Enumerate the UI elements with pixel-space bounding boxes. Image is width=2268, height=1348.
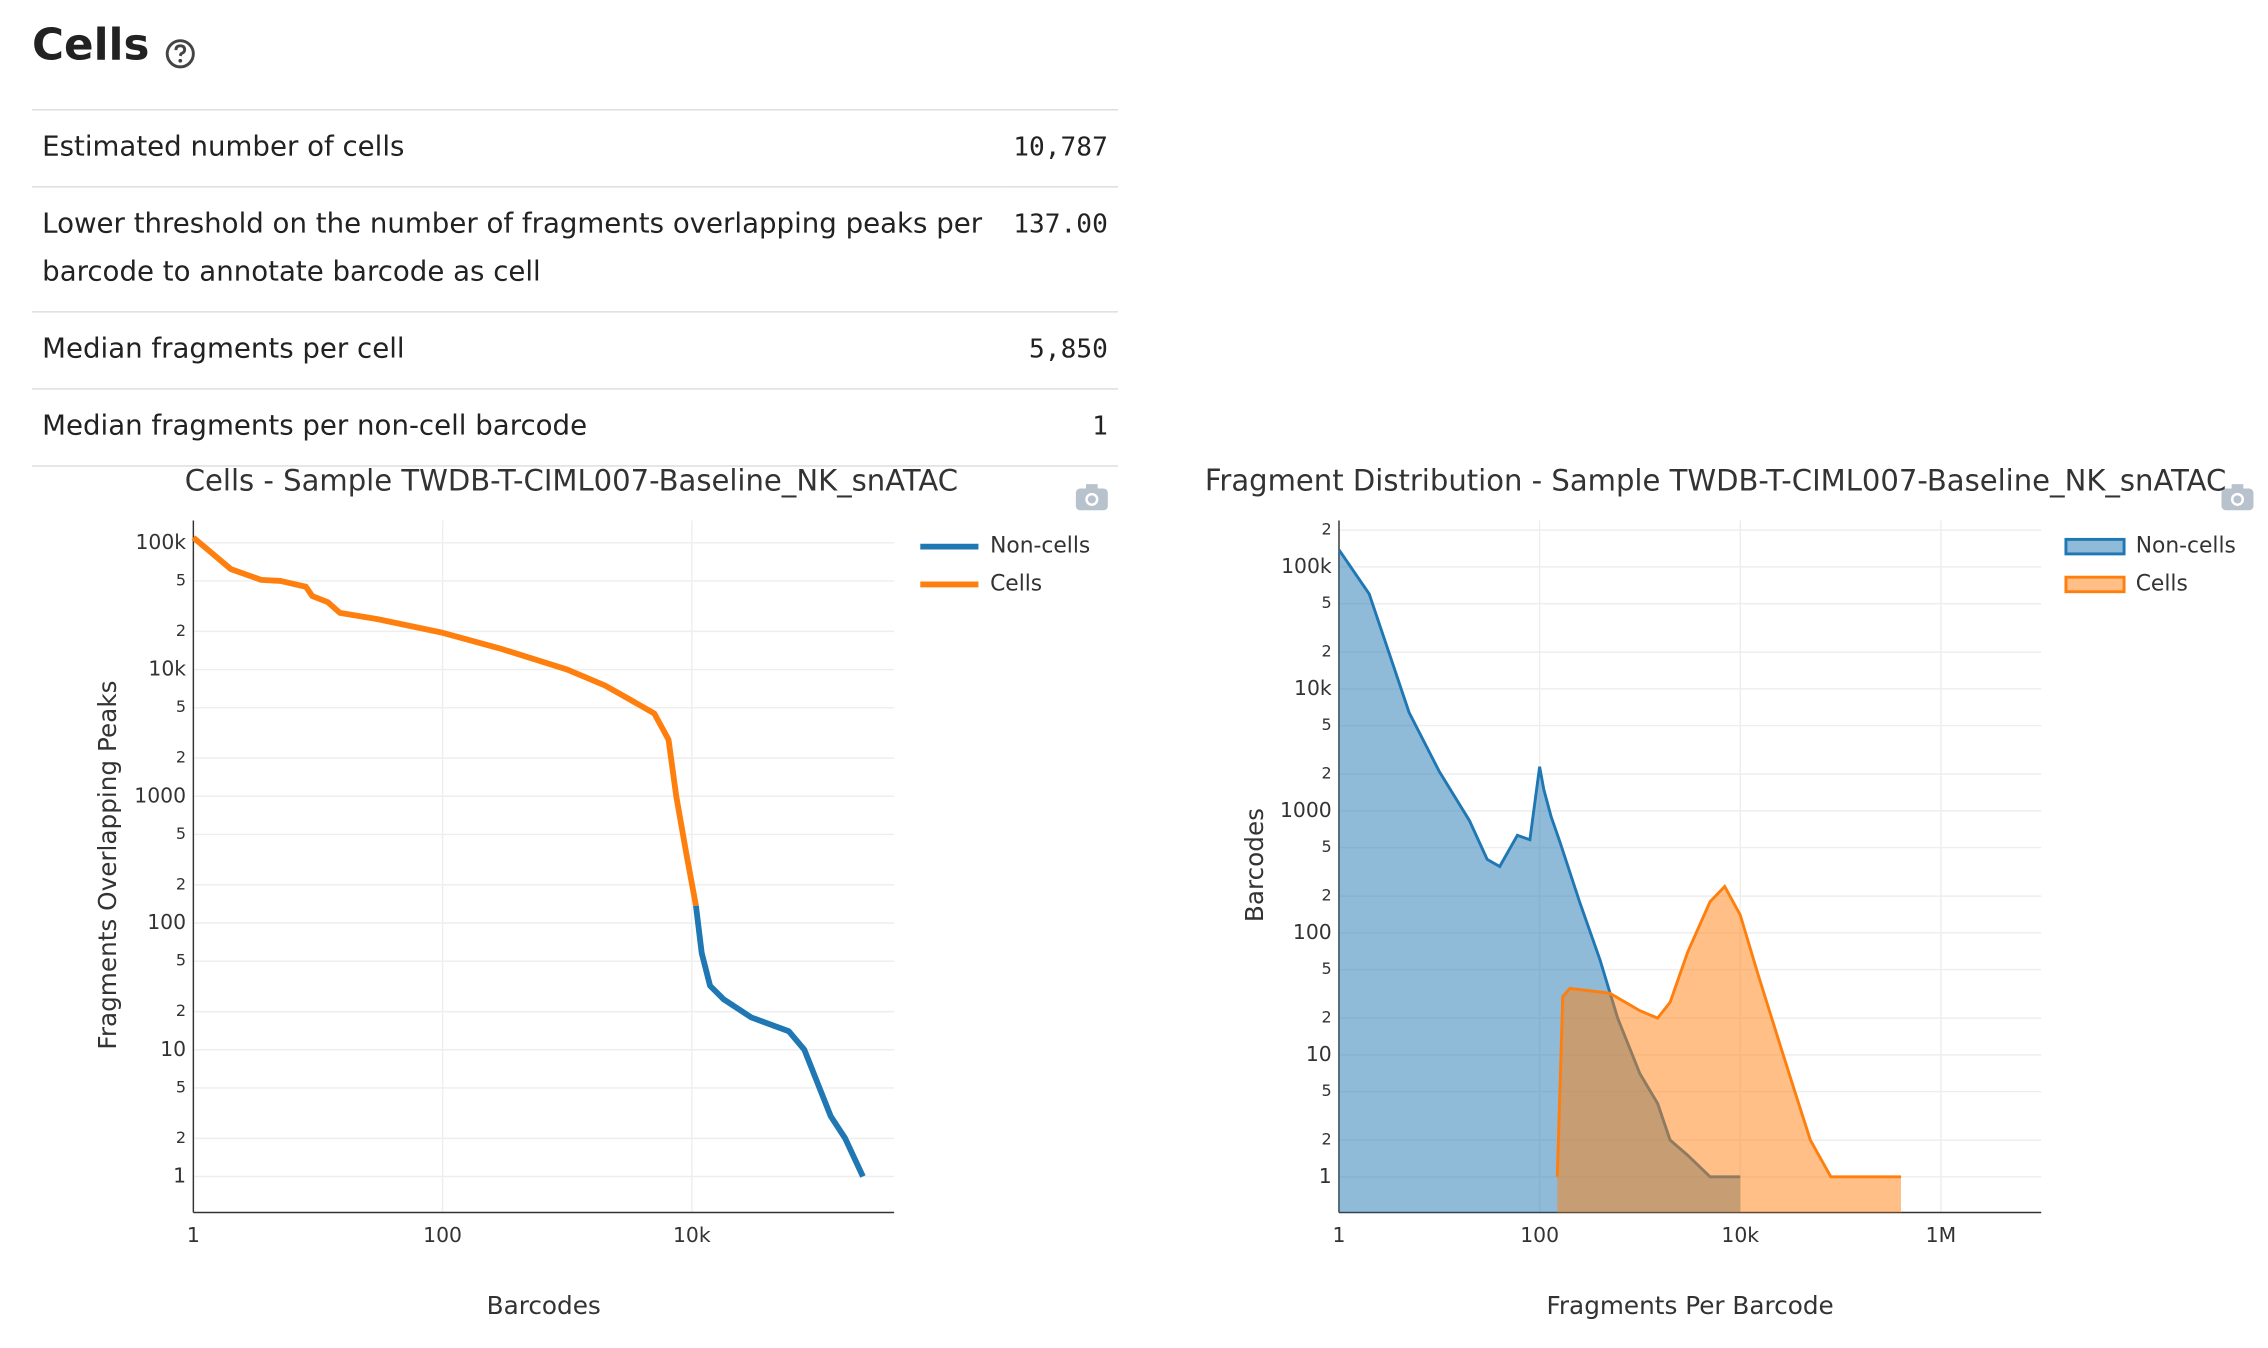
metric-value: 1 <box>1003 388 1119 467</box>
x-tick-label: 10k <box>1721 1223 1759 1247</box>
camera-icon[interactable] <box>1075 484 1108 511</box>
metric-label: Median fragments per cell <box>31 311 1004 390</box>
y-tick-label: 5 <box>1322 1081 1332 1100</box>
y-axis-title: Fragments Overlapping Peaks <box>93 681 122 1050</box>
y-tick-label: 10k <box>148 657 186 681</box>
y-tick-label: 2 <box>1322 642 1332 661</box>
x-tick-label: 100 <box>1520 1223 1559 1247</box>
help-icon[interactable] <box>164 38 196 70</box>
y-tick-label: 2 <box>1322 764 1332 783</box>
x-axis-title: Fragments Per Barcode <box>1546 1291 1833 1320</box>
metric-label: Median fragments per non-cell barcode <box>31 388 1004 467</box>
y-tick-label: 2 <box>1322 886 1332 905</box>
area-fill <box>1338 549 1741 1213</box>
legend-label: Cells <box>2136 571 2188 596</box>
metric-label: Lower threshold on the number of fragmen… <box>31 186 1004 313</box>
x-tick-label: 1 <box>1333 1223 1346 1247</box>
y-tick-label: 1000 <box>134 783 186 807</box>
chart-title: Fragment Distribution - Sample TWDB-T-CI… <box>1205 464 2226 498</box>
chart: Fragment Distribution - Sample TWDB-T-CI… <box>1205 464 2236 1320</box>
y-tick-label: 2 <box>176 621 186 640</box>
y-tick-label: 2 <box>1322 1008 1332 1027</box>
metric-value: 5,850 <box>1003 311 1119 390</box>
metric-label: Estimated number of cells <box>31 109 1004 188</box>
camera-icon[interactable] <box>2221 484 2254 511</box>
table-row: Estimated number of cells 10,787 <box>31 109 1119 188</box>
chart-title: Cells - Sample TWDB-T-CIML007-Baseline_N… <box>185 464 958 498</box>
y-tick-label: 2 <box>176 1001 186 1020</box>
x-tick-label: 10k <box>673 1223 711 1247</box>
y-tick-label: 10 <box>1306 1042 1332 1066</box>
x-axis-title: Barcodes <box>487 1291 601 1320</box>
table-row: Lower threshold on the number of fragmen… <box>31 186 1119 313</box>
table-row: Median fragments per cell 5,850 <box>31 311 1119 390</box>
y-tick-label: 100 <box>1293 920 1332 944</box>
legend-label: Non-cells <box>2136 534 2236 559</box>
y-tick-label: 5 <box>176 1077 186 1096</box>
y-tick-label: 10 <box>160 1037 186 1061</box>
y-tick-label: 5 <box>1322 837 1332 856</box>
chart: Cells - Sample TWDB-T-CIML007-Baseline_N… <box>93 464 1090 1320</box>
legend-swatch <box>2064 537 2126 556</box>
y-tick-label: 10k <box>1294 676 1332 700</box>
legend-label: Non-cells <box>990 534 1090 559</box>
y-tick-label: 5 <box>1322 959 1332 978</box>
y-tick-label: 2 <box>1322 1130 1332 1149</box>
series-line <box>191 535 699 907</box>
x-tick-label: 1 <box>187 1223 200 1247</box>
y-tick-label: 1000 <box>1280 798 1332 822</box>
legend-label: Cells <box>990 571 1042 596</box>
y-axis-title: Barcodes <box>1240 808 1269 922</box>
y-tick-label: 5 <box>1322 715 1332 734</box>
y-tick-label: 2 <box>176 748 186 767</box>
y-tick-label: 100k <box>1281 554 1332 578</box>
y-tick-label: 100k <box>135 530 186 554</box>
section-title: Cells <box>31 20 150 72</box>
y-tick-label: 5 <box>176 951 186 970</box>
table-row: Median fragments per non-cell barcode 1 <box>31 388 1119 467</box>
metrics-table: Estimated number of cells 10,787 Lower thr… <box>31 109 1119 467</box>
y-tick-label: 2 <box>176 1128 186 1147</box>
y-tick-label: 100 <box>147 910 186 934</box>
y-tick-label: 5 <box>1322 593 1332 612</box>
area-fill <box>1557 886 1901 1213</box>
x-tick-label: 1M <box>1926 1223 1957 1247</box>
legend-swatch <box>2064 575 2126 594</box>
y-tick-label: 1 <box>1319 1164 1332 1188</box>
metric-value: 10,787 <box>1003 109 1119 188</box>
y-tick-label: 5 <box>176 570 186 589</box>
y-tick-label: 5 <box>176 824 186 843</box>
y-tick-label: 2 <box>1322 520 1332 539</box>
area-line <box>1555 884 1901 1179</box>
y-tick-label: 1 <box>173 1164 186 1188</box>
series-line <box>693 905 866 1178</box>
metric-value: 137.00 <box>1003 186 1119 313</box>
y-tick-label: 2 <box>176 874 186 893</box>
x-tick-label: 100 <box>423 1223 462 1247</box>
y-tick-label: 5 <box>176 697 186 716</box>
